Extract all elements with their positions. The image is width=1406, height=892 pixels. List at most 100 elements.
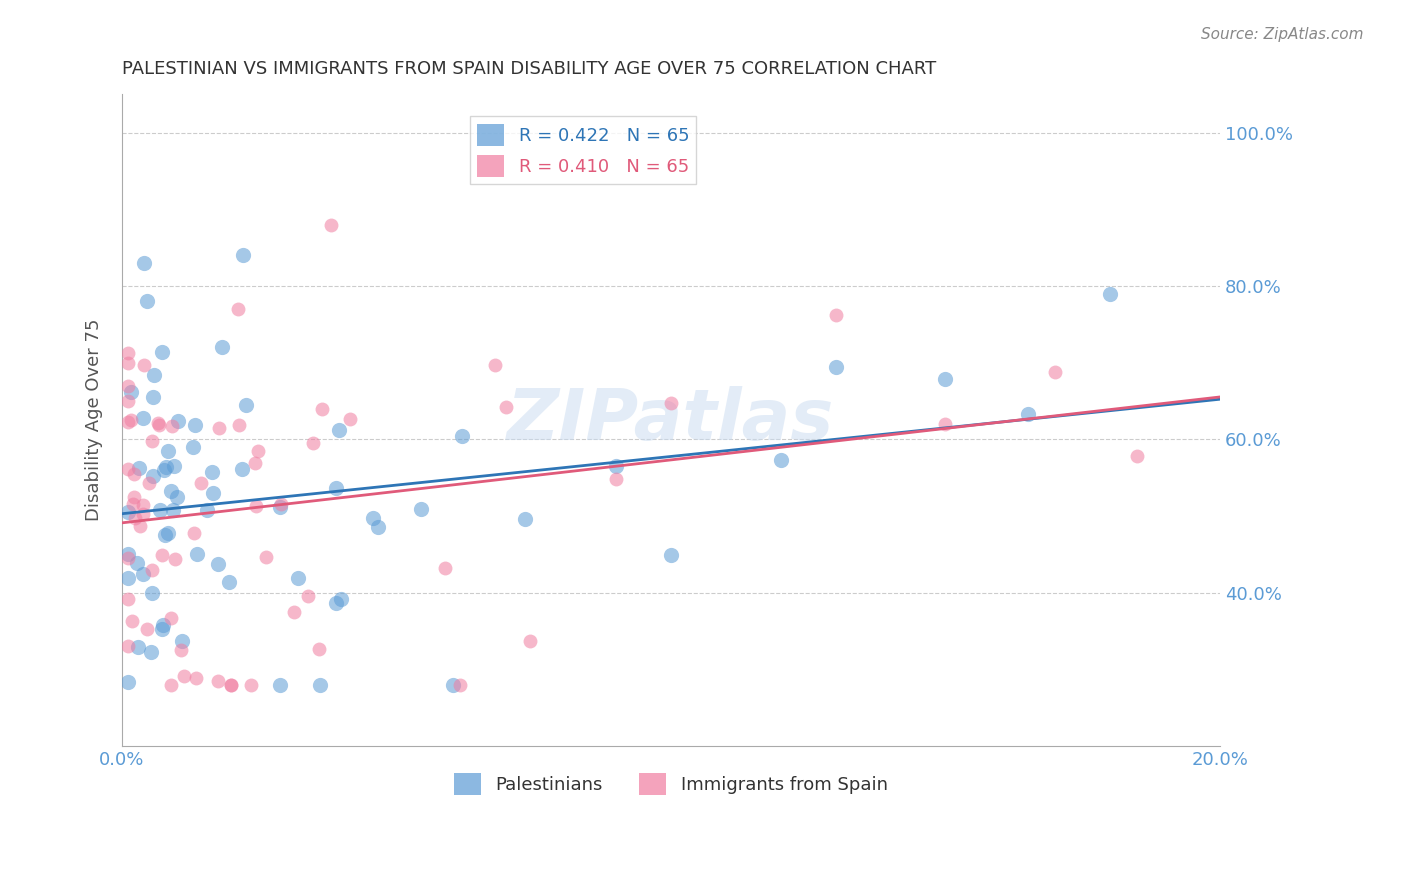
Point bbox=[319, 218, 342, 232]
Point bbox=[235, 398, 257, 412]
Point bbox=[117, 462, 139, 476]
Point bbox=[122, 467, 145, 481]
Point bbox=[228, 301, 250, 316]
Point bbox=[141, 468, 163, 483]
Point bbox=[117, 415, 139, 429]
Point bbox=[231, 462, 253, 476]
Point bbox=[228, 417, 250, 432]
Point bbox=[117, 356, 139, 370]
Point bbox=[218, 574, 240, 589]
Point bbox=[269, 678, 291, 692]
Point bbox=[155, 460, 177, 475]
Point bbox=[190, 476, 212, 491]
Point bbox=[162, 503, 184, 517]
Point bbox=[367, 520, 389, 534]
Point bbox=[139, 645, 162, 659]
Point bbox=[211, 340, 233, 354]
Point bbox=[243, 456, 266, 470]
Text: PALESTINIAN VS IMMIGRANTS FROM SPAIN DISABILITY AGE OVER 75 CORRELATION CHART: PALESTINIAN VS IMMIGRANTS FROM SPAIN DIS… bbox=[122, 60, 936, 78]
Point bbox=[181, 441, 204, 455]
Point bbox=[142, 390, 165, 404]
Point bbox=[149, 503, 172, 517]
Point bbox=[142, 368, 165, 383]
Point bbox=[245, 499, 267, 513]
Point bbox=[120, 413, 142, 427]
Point bbox=[441, 678, 464, 692]
Point bbox=[117, 674, 139, 689]
Point bbox=[122, 490, 145, 504]
Point bbox=[124, 511, 146, 525]
Point bbox=[153, 528, 176, 542]
Point bbox=[934, 371, 956, 385]
Point bbox=[121, 385, 143, 400]
Point bbox=[605, 472, 627, 486]
Point bbox=[141, 434, 163, 448]
Point bbox=[129, 518, 152, 533]
Point bbox=[163, 458, 186, 473]
Point bbox=[150, 344, 173, 359]
Point bbox=[117, 346, 139, 360]
Point bbox=[146, 416, 169, 430]
Point bbox=[450, 429, 472, 443]
Point bbox=[173, 668, 195, 682]
Point bbox=[148, 418, 170, 433]
Point bbox=[136, 622, 159, 636]
Point bbox=[1098, 286, 1121, 301]
Point bbox=[183, 526, 205, 541]
Legend: Palestinians, Immigrants from Spain: Palestinians, Immigrants from Spain bbox=[447, 765, 894, 802]
Point bbox=[659, 549, 682, 563]
Point bbox=[127, 557, 149, 571]
Point bbox=[219, 678, 242, 692]
Point bbox=[1017, 407, 1039, 421]
Y-axis label: Disability Age Over 75: Disability Age Over 75 bbox=[86, 319, 103, 522]
Point bbox=[132, 507, 155, 521]
Point bbox=[515, 512, 537, 526]
Point bbox=[167, 415, 190, 429]
Point bbox=[156, 525, 179, 540]
Point bbox=[433, 560, 456, 574]
Point bbox=[163, 552, 186, 566]
Point bbox=[141, 586, 163, 600]
Point bbox=[132, 358, 155, 372]
Point bbox=[934, 417, 956, 431]
Point bbox=[207, 557, 229, 571]
Text: Source: ZipAtlas.com: Source: ZipAtlas.com bbox=[1201, 27, 1364, 42]
Point bbox=[325, 596, 347, 610]
Point bbox=[339, 412, 361, 426]
Point bbox=[184, 417, 207, 432]
Point bbox=[659, 396, 682, 410]
Point bbox=[195, 503, 218, 517]
Point bbox=[150, 623, 173, 637]
Point bbox=[131, 410, 153, 425]
Point bbox=[219, 678, 242, 692]
Point bbox=[363, 510, 385, 524]
Point bbox=[824, 360, 846, 375]
Point bbox=[117, 639, 139, 653]
Point bbox=[208, 421, 231, 435]
Point bbox=[308, 678, 330, 692]
Point bbox=[329, 591, 352, 606]
Point bbox=[302, 435, 325, 450]
Point bbox=[117, 570, 139, 584]
Point bbox=[328, 423, 350, 437]
Point bbox=[160, 678, 183, 692]
Point bbox=[207, 673, 229, 688]
Point bbox=[132, 567, 155, 582]
Point bbox=[117, 505, 139, 519]
Point bbox=[239, 678, 262, 692]
Point bbox=[254, 550, 277, 565]
Text: ZIPatlas: ZIPatlas bbox=[508, 385, 835, 455]
Point bbox=[172, 633, 194, 648]
Point bbox=[141, 564, 163, 578]
Point bbox=[1126, 449, 1149, 463]
Point bbox=[1043, 365, 1066, 379]
Point bbox=[495, 400, 517, 414]
Point bbox=[117, 394, 139, 409]
Point bbox=[246, 444, 269, 458]
Point bbox=[484, 358, 506, 372]
Point bbox=[184, 671, 207, 685]
Point bbox=[152, 548, 174, 562]
Point bbox=[769, 453, 792, 467]
Point bbox=[152, 463, 174, 477]
Point bbox=[186, 547, 208, 561]
